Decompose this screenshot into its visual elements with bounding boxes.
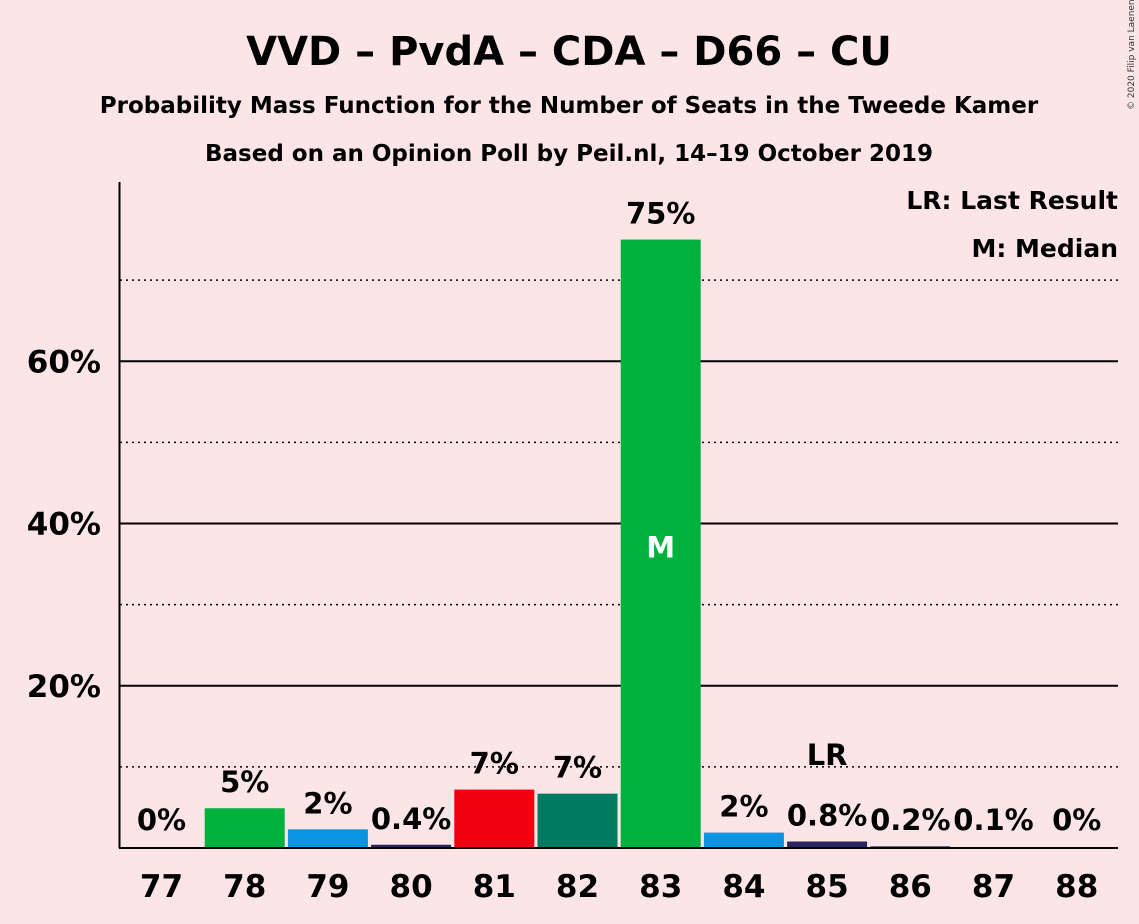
bar-81 xyxy=(454,789,535,848)
bar-value-labels: 0% 5% 2% 0.4% 7% 7% 75% 2% 0.8% 0.2% 0.1% 0% xyxy=(137,197,1101,837)
bar-label-82: 7% xyxy=(553,751,602,785)
x-tick-82: 82 xyxy=(556,869,599,905)
bar-label-86: 0.2% xyxy=(870,803,950,837)
bar-82 xyxy=(537,793,618,848)
x-tick-88: 88 xyxy=(1055,869,1098,905)
chart-title: VVD – PvdA – CDA – D66 – CU xyxy=(246,29,892,75)
y-tick-label: 40% xyxy=(27,507,101,543)
bar-label-78: 5% xyxy=(220,765,269,799)
legend-median: M: Median xyxy=(971,234,1118,263)
x-tick-77: 77 xyxy=(140,869,183,905)
x-tick-84: 84 xyxy=(722,869,765,905)
chart-source-line: Based on an Opinion Poll by Peil.nl, 14–… xyxy=(205,141,933,167)
gridlines xyxy=(120,279,1118,768)
chart-subtitle: Probability Mass Function for the Number… xyxy=(100,93,1039,119)
bar-85 xyxy=(787,841,868,848)
x-tick-79: 79 xyxy=(306,869,349,905)
x-tick-80: 80 xyxy=(390,869,433,905)
y-tick-label: 20% xyxy=(27,669,101,705)
bar-label-81: 7% xyxy=(470,747,519,781)
bar-label-77: 0% xyxy=(137,803,186,837)
legend-last-result: LR: Last Result xyxy=(906,186,1118,215)
median-marker: M xyxy=(646,531,675,565)
x-tick-86: 86 xyxy=(889,869,932,905)
x-tick-83: 83 xyxy=(639,869,682,905)
x-tick-78: 78 xyxy=(223,869,266,905)
markers: M LR xyxy=(646,531,847,773)
x-tick-81: 81 xyxy=(473,869,516,905)
copyright-notice: © 2020 Filip van Laenen xyxy=(1127,0,1137,110)
bar-label-85: 0.8% xyxy=(787,799,867,833)
bar-78 xyxy=(204,808,285,848)
y-tick-labels: 20% 40% 60% xyxy=(27,344,101,705)
bar-label-80: 0.4% xyxy=(371,802,451,836)
y-tick-label: 60% xyxy=(27,344,101,380)
x-tick-labels: 77 78 79 80 81 82 83 84 85 86 87 88 xyxy=(140,869,1098,905)
bar-label-87: 0.1% xyxy=(953,803,1033,837)
last-result-marker: LR xyxy=(807,738,848,772)
bar-84 xyxy=(703,832,784,848)
bar-label-84: 2% xyxy=(719,790,768,824)
bar-label-83: 75% xyxy=(626,197,695,231)
bar-79 xyxy=(287,829,368,848)
x-tick-85: 85 xyxy=(806,869,849,905)
bar-83 xyxy=(620,239,701,848)
bar-label-88: 0% xyxy=(1052,803,1101,837)
bar-80 xyxy=(371,844,452,848)
bar-label-79: 2% xyxy=(303,786,352,820)
bars xyxy=(204,239,1034,848)
x-tick-87: 87 xyxy=(972,869,1015,905)
